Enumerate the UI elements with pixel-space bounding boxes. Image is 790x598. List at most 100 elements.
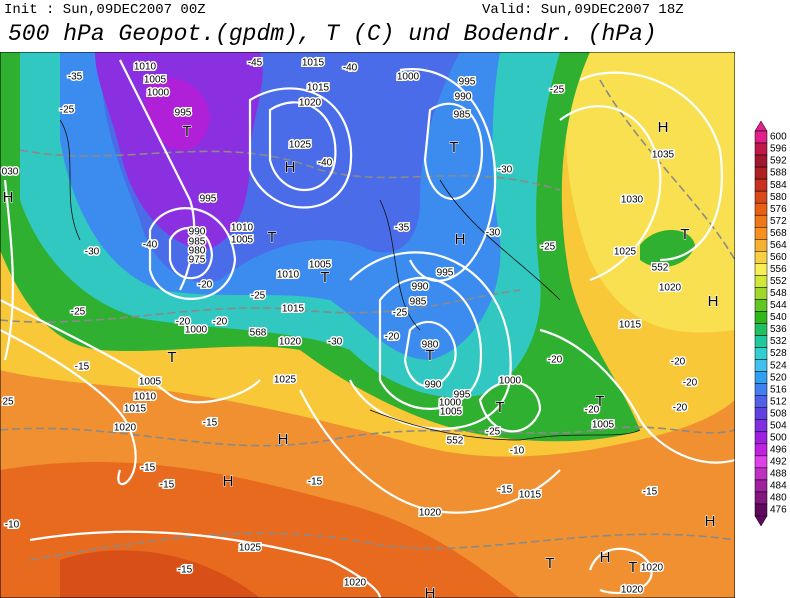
contour-label: 1005 xyxy=(592,420,615,431)
colorbar-tick-label: 552 xyxy=(770,276,787,287)
contour-label: -15 xyxy=(160,480,175,491)
pressure-center: H xyxy=(3,189,14,206)
colorbar-box xyxy=(754,130,768,144)
contour-label: 1020 xyxy=(344,578,367,589)
contour-label: 1000 xyxy=(439,398,462,409)
colorbar-box xyxy=(754,166,768,180)
contour-label: 990 xyxy=(412,282,429,293)
contour-label: 1020 xyxy=(114,423,137,434)
contour-label: -20 xyxy=(671,357,686,368)
contour-label: -25 xyxy=(486,427,501,438)
colorbar-box xyxy=(754,142,768,156)
contour-label: 1020 xyxy=(621,585,644,596)
contour-label: 1025 xyxy=(274,375,297,386)
colorbar-tick-label: 508 xyxy=(770,408,787,419)
colorbar-box xyxy=(754,479,768,493)
colorbar-tick-label: 564 xyxy=(770,240,787,251)
colorbar-box xyxy=(754,323,768,336)
colorbar-tick-label: 536 xyxy=(770,324,787,335)
contour-label: 1030 xyxy=(621,195,644,206)
contour-label: 995 xyxy=(437,268,454,279)
pressure-center: H xyxy=(223,473,234,490)
colorbar-box xyxy=(754,455,768,469)
contour-label: 1005 xyxy=(309,260,332,271)
contour-label: 1025 xyxy=(239,543,262,554)
contour-label: 985 xyxy=(189,237,206,248)
colorbar-tick-label: 568 xyxy=(770,228,787,239)
colorbar-tick-label: 480 xyxy=(770,493,787,504)
contour-label: 568 xyxy=(250,328,267,339)
contour-label: 1020 xyxy=(641,563,664,574)
contour-label: 1005 xyxy=(440,407,463,418)
colorbar-tick-label: 584 xyxy=(770,180,787,191)
colorbar-box xyxy=(754,202,768,216)
contour-label: -45 xyxy=(248,58,263,69)
colorbar-box xyxy=(754,503,768,517)
colorbar-box xyxy=(754,226,768,240)
contour-label: 975 xyxy=(189,255,206,266)
contour-label: -15 xyxy=(178,565,193,576)
colorbar-tick-label: 592 xyxy=(770,156,787,167)
contour-label: 990 xyxy=(189,227,206,238)
contour-label: 1015 xyxy=(619,320,642,331)
contour-label: 1020 xyxy=(279,337,302,348)
contour-label: 552 xyxy=(447,436,464,447)
pressure-center: T xyxy=(680,226,689,243)
colorbar-tick-label: 524 xyxy=(770,360,787,371)
contour-label: -15 xyxy=(203,418,218,429)
colorbar-box xyxy=(754,407,768,421)
contour-label: -35 xyxy=(68,72,83,83)
colorbar-tick-label: 544 xyxy=(770,300,787,311)
colorbar-box xyxy=(754,335,768,348)
colorbar-box xyxy=(754,359,768,372)
pressure-center: T xyxy=(425,347,434,364)
colorbar-box xyxy=(754,178,768,192)
contour-label: 1010 xyxy=(277,270,300,281)
pressure-center: H xyxy=(285,159,296,176)
colorbar-box xyxy=(754,431,768,445)
contour-label: 1000 xyxy=(185,325,208,336)
contour-label: -15 xyxy=(308,477,323,488)
contour-label: -15 xyxy=(643,487,658,498)
colorbar-tick-label: 588 xyxy=(770,168,787,179)
contour-label: 1025 xyxy=(614,247,637,258)
contour-label: -40 xyxy=(343,63,358,74)
colorbar-box xyxy=(754,443,768,457)
contour-label: -20 xyxy=(385,332,400,343)
contour-label: 1000 xyxy=(147,88,170,99)
contour-label: -30 xyxy=(486,228,501,239)
colorbar-arrow xyxy=(754,515,768,527)
contour-label: -25 xyxy=(60,105,75,116)
pressure-center: H xyxy=(658,119,669,136)
pressure-center: T xyxy=(628,559,637,576)
colorbar-tick-label: 504 xyxy=(770,420,787,431)
colorbar-tick-label: 556 xyxy=(770,264,787,275)
contour-label: -30 xyxy=(498,165,513,176)
contour-label: -40 xyxy=(143,240,158,251)
contour-label: -40 xyxy=(318,158,333,169)
contour-label: 1015 xyxy=(302,58,325,69)
colorbar-tick-label: 580 xyxy=(770,192,787,203)
contour-label: 990 xyxy=(455,92,472,103)
colorbar-box xyxy=(754,190,768,204)
contour-label: -20 xyxy=(198,280,213,291)
colorbar-box xyxy=(754,491,768,505)
valid-time: Valid: Sun,09DEC2007 18Z xyxy=(482,2,684,18)
contour-label: 1005 xyxy=(231,235,254,246)
contour-label: -10 xyxy=(510,446,525,457)
colorbar-box xyxy=(754,275,768,288)
contour-label: -25 xyxy=(550,85,565,96)
colorbar-tick-label: 484 xyxy=(770,481,787,492)
colorbar-tick-label: 548 xyxy=(770,288,787,299)
contour-label: 1015 xyxy=(282,304,305,315)
contour-label: 1020 xyxy=(659,283,682,294)
colorbar-box xyxy=(754,214,768,228)
contour-label: -15 xyxy=(141,463,156,474)
contour-label: 1020 xyxy=(299,98,322,109)
contour-label: 1015 xyxy=(519,490,542,501)
colorbar-box xyxy=(754,419,768,433)
colorbar-box xyxy=(754,395,768,408)
